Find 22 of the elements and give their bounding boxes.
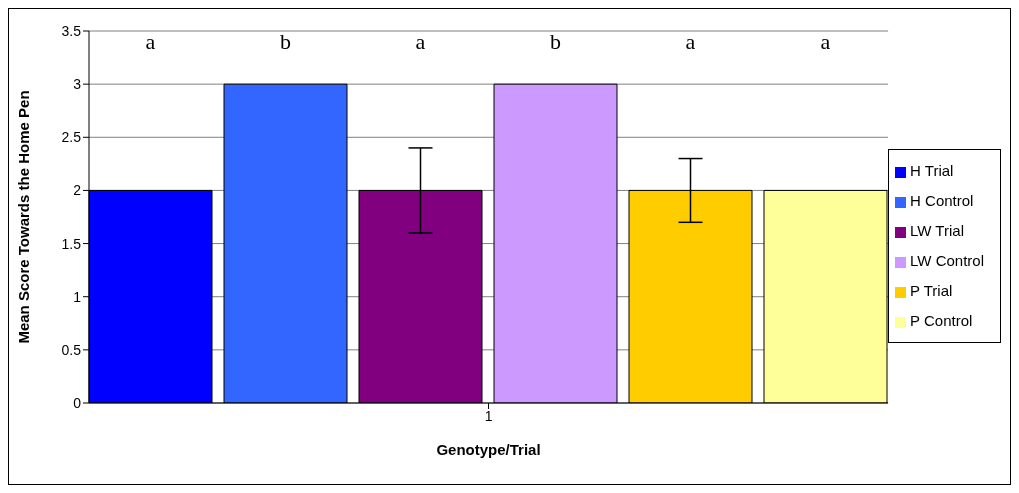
annotation: b bbox=[550, 29, 561, 54]
y-tick-label: 0 bbox=[73, 394, 82, 411]
annotation: a bbox=[415, 29, 426, 54]
y-tick-label: 2.5 bbox=[61, 129, 82, 146]
legend-label: H Control bbox=[910, 192, 974, 209]
annotation: a bbox=[685, 29, 696, 54]
legend-label: LW Trial bbox=[910, 222, 964, 239]
y-tick-label: 3 bbox=[73, 76, 82, 93]
y-tick-label: 1 bbox=[73, 288, 82, 305]
annotation: a bbox=[145, 29, 156, 54]
legend-label: LW Control bbox=[910, 252, 984, 269]
x-axis-title: Genotype/Trial bbox=[436, 441, 541, 458]
y-tick-label: 3.5 bbox=[61, 22, 82, 39]
legend-label: P Trial bbox=[910, 282, 953, 299]
legend-label: H Trial bbox=[910, 162, 954, 179]
y-tick-label: 1.5 bbox=[61, 235, 82, 252]
legend-label: P Control bbox=[910, 312, 973, 329]
y-tick-label: 0.5 bbox=[61, 341, 82, 358]
annotation: b bbox=[280, 29, 291, 54]
y-tick-label: 2 bbox=[73, 182, 82, 199]
annotation: a bbox=[820, 29, 831, 54]
y-axis-title: Mean Score Towards the Home Pen bbox=[15, 90, 33, 344]
